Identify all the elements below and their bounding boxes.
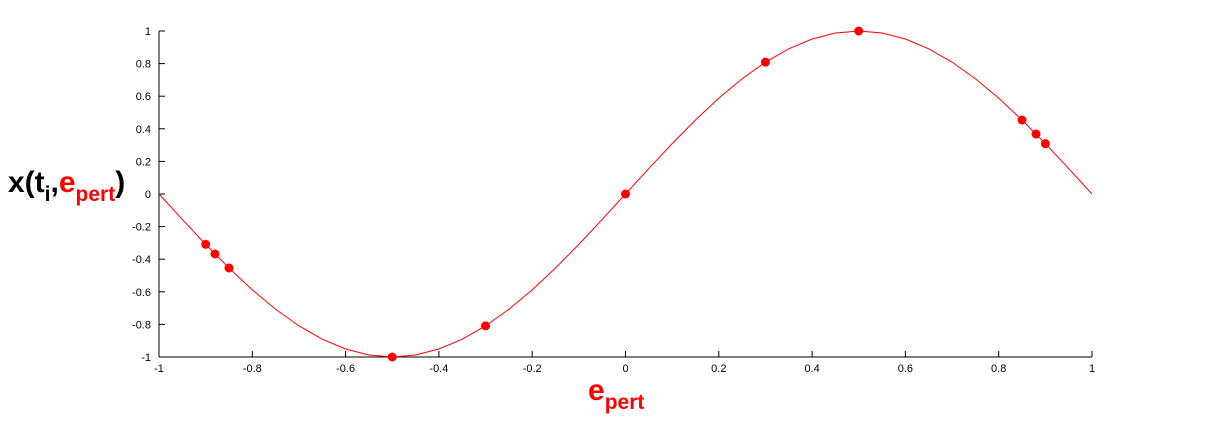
y-label-e: e: [58, 166, 76, 199]
data-point: [1017, 115, 1027, 125]
y-tick-label: -0.8: [132, 319, 151, 331]
data-point: [481, 321, 491, 331]
y-tick-label: 1: [145, 26, 151, 38]
y-label-sub-pert: pert: [75, 183, 116, 206]
x-tick-label: 0.4: [804, 363, 819, 375]
y-tick-label: 0.4: [136, 124, 151, 136]
x-tick-label: -0.4: [429, 363, 448, 375]
x-tick-label: -1: [154, 363, 164, 375]
x-label-sub-pert: pert: [604, 391, 645, 414]
x-tick-label: 0.6: [898, 363, 913, 375]
data-point: [854, 26, 864, 36]
x-tick-label: 0.8: [991, 363, 1006, 375]
y-tick-label: 0.8: [136, 59, 151, 71]
y-tick-label: -1: [141, 352, 151, 364]
x-label-e: e: [588, 374, 605, 407]
x-tick-label: 1: [1089, 363, 1095, 375]
data-point: [1040, 139, 1050, 149]
data-point: [224, 263, 234, 273]
data-point: [760, 57, 770, 67]
x-tick-label: 0: [622, 363, 628, 375]
data-point: [387, 352, 397, 362]
y-label-prefix: x(t: [8, 166, 45, 199]
x-axis-label: epert: [588, 374, 644, 414]
y-tick-label: -0.4: [132, 254, 151, 266]
y-tick-label: 0.6: [136, 91, 151, 103]
data-point: [621, 189, 630, 199]
x-tick-label: 0.2: [711, 363, 726, 375]
x-tick-label: -0.6: [336, 363, 355, 375]
y-axis-label: x(ti,epert): [8, 166, 126, 206]
data-point: [201, 239, 211, 249]
x-tick-label: -0.2: [523, 363, 542, 375]
y-label-close: ): [115, 166, 126, 199]
data-point: [1031, 129, 1041, 139]
y-label-comma: ,: [50, 166, 59, 199]
x-tick-label: -0.8: [243, 363, 262, 375]
y-tick-label: -0.6: [132, 287, 151, 299]
y-label-sub-i: i: [44, 183, 51, 206]
y-tick-label: 0: [145, 189, 151, 201]
y-tick-label: 0.2: [136, 156, 151, 168]
data-point: [210, 249, 220, 259]
y-tick-label: -0.2: [132, 222, 151, 234]
